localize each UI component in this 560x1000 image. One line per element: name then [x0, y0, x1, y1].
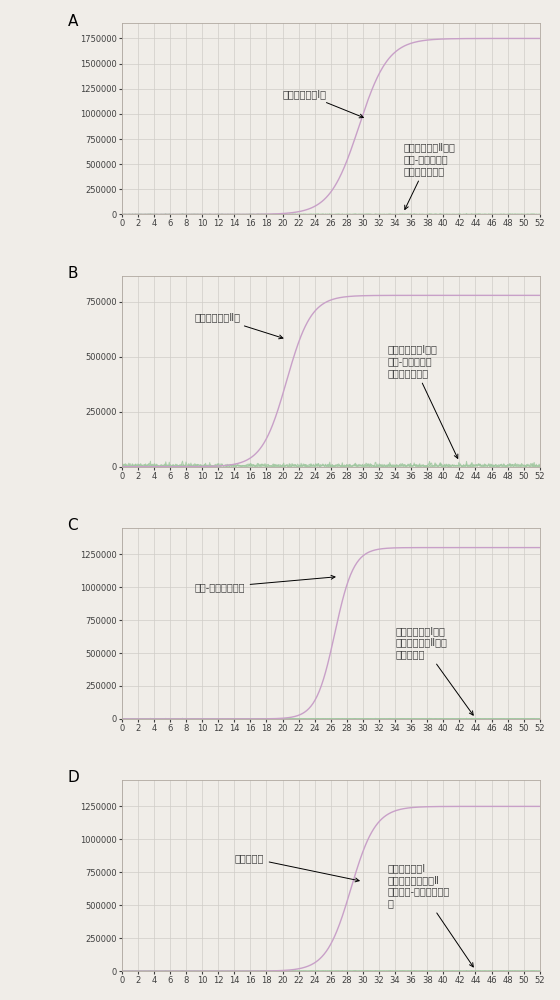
Text: 水痘-带状疱疹病毒: 水痘-带状疱疹病毒	[194, 575, 335, 592]
Text: 单纯疱疹病毒Ⅱ型: 单纯疱疹病毒Ⅱ型	[194, 312, 283, 339]
Text: 单纯疱疹病毒Ⅰ型: 单纯疱疹病毒Ⅰ型	[283, 89, 363, 118]
Text: A: A	[68, 14, 78, 29]
Text: D: D	[68, 770, 79, 785]
Text: B: B	[68, 266, 78, 281]
Text: 单纯疱疹病毒Ⅰ
型、单纯疱疹病毒Ⅱ
型、水痘-带状疱疹病病
毒: 单纯疱疹病毒Ⅰ 型、单纯疱疹病毒Ⅱ 型、水痘-带状疱疹病病 毒	[387, 863, 473, 967]
Text: 单纯疱疹病毒Ⅰ型、
单纯疱疹病毒Ⅱ型、
巨细胞病毒: 单纯疱疹病毒Ⅰ型、 单纯疱疹病毒Ⅱ型、 巨细胞病毒	[395, 626, 473, 715]
Text: 巨细胞病毒: 巨细胞病毒	[234, 853, 359, 882]
Text: 单纯疱疹病毒Ⅱ型、
水痘-带状疱疹病
毒、巨细胞病毒: 单纯疱疹病毒Ⅱ型、 水痘-带状疱疹病 毒、巨细胞病毒	[403, 143, 455, 209]
Text: 单纯疱疹病毒Ⅰ型、
水痘-带状疱疹病
毒、巨细胞病毒: 单纯疱疹病毒Ⅰ型、 水痘-带状疱疹病 毒、巨细胞病毒	[387, 345, 458, 458]
Text: C: C	[68, 518, 78, 533]
